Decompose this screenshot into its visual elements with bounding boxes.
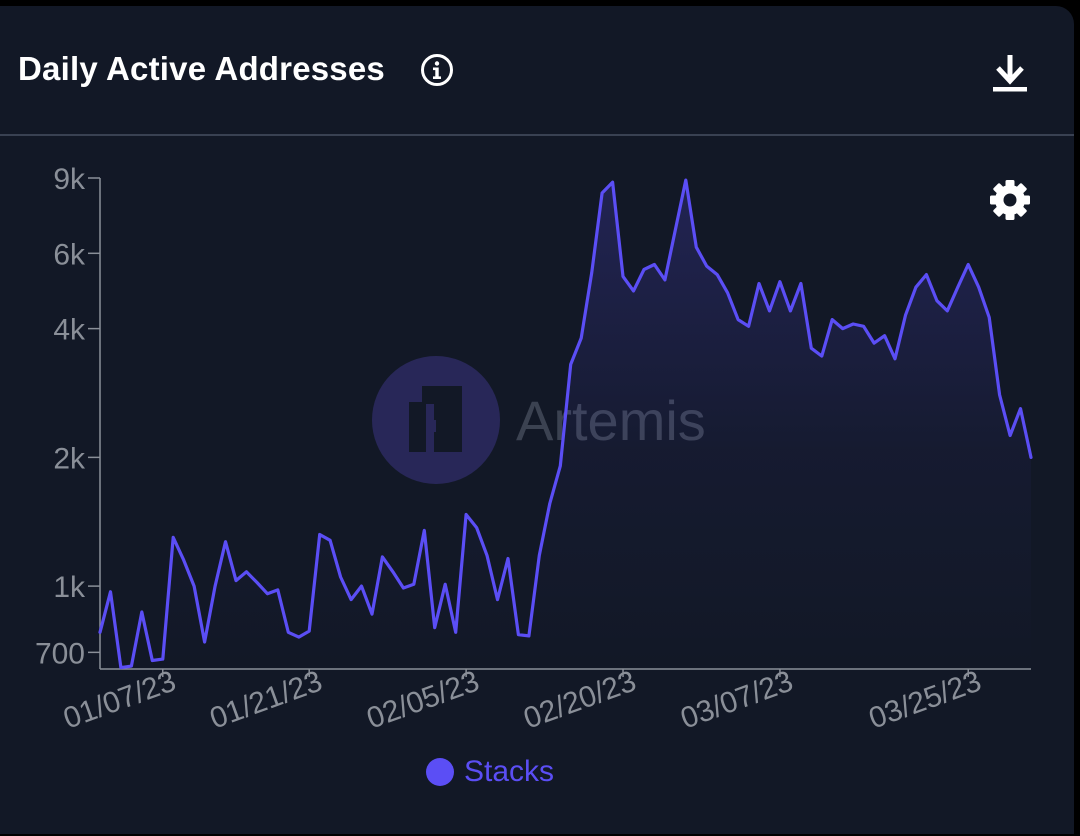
- y-tick-label: 9k: [53, 163, 86, 196]
- y-tick-label: 6k: [53, 238, 86, 271]
- legend-label: Stacks: [464, 755, 555, 788]
- download-icon[interactable]: [990, 51, 1030, 93]
- series-line-stacks: [98, 178, 1033, 670]
- legend-dot: [426, 758, 454, 786]
- y-tick-label: 2k: [53, 442, 86, 475]
- x-tick-label: 03/07/23: [676, 665, 797, 736]
- y-tick-label: 700: [35, 637, 85, 670]
- x-tick-label: 01/07/23: [59, 665, 180, 736]
- card-header: Daily Active Addresses: [0, 6, 1074, 136]
- gear-icon[interactable]: [988, 178, 1032, 222]
- y-tick-label: 1k: [53, 571, 86, 604]
- chart-title: Daily Active Addresses: [18, 50, 385, 87]
- plot-area: [98, 178, 1033, 670]
- legend-item-stacks[interactable]: Stacks: [426, 752, 554, 792]
- x-tick-label: 03/25/23: [865, 665, 986, 736]
- x-tick-label: 02/20/23: [519, 665, 640, 736]
- info-circle-icon[interactable]: [420, 53, 454, 87]
- x-tick-label: 01/21/23: [206, 665, 327, 736]
- y-tick-label: 4k: [53, 314, 86, 347]
- x-tick-label: 02/05/23: [362, 665, 483, 736]
